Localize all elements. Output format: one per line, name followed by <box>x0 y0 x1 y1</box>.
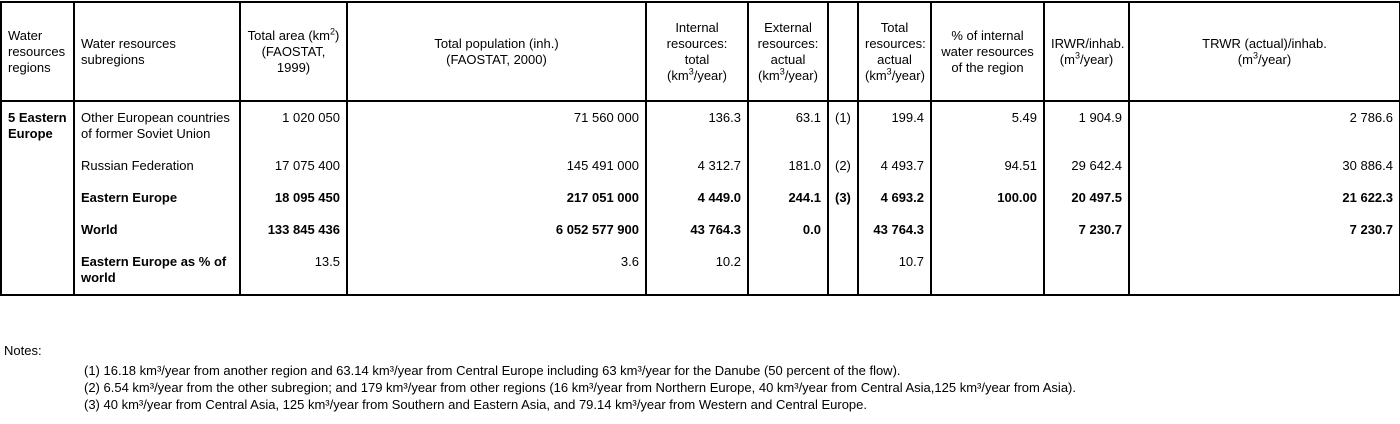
note-1: (1) 16.18 km³/year from another region a… <box>84 363 901 378</box>
header-trwr-per-inhab: TRWR (actual)/inhab. (m3/year) <box>1128 2 1400 101</box>
cell-trwr: 7 230.7 <box>1128 214 1400 246</box>
cell-area: 1 020 050 <box>239 101 348 150</box>
header-text: Total population (inh.) <box>434 35 559 51</box>
cell-trwr: 21 622.3 <box>1128 182 1400 214</box>
cell-pct: 94.51 <box>930 150 1045 182</box>
cell-sub: Russian Federation <box>73 150 241 182</box>
header-row: Water resources regions Water resources s… <box>0 2 1400 101</box>
cell-irwr: 1 904.9 <box>1043 101 1130 150</box>
header-text: IRWR/inhab. <box>1051 35 1125 51</box>
cell-internal: 43 764.3 <box>645 214 749 246</box>
table-row: Russian Federation 17 075 400 145 491 000 4… <box>1 150 1400 182</box>
cell-external <box>747 246 829 295</box>
cell-note <box>827 246 859 295</box>
cell-pct: 100.00 <box>930 182 1045 214</box>
cell-trwr <box>1128 246 1400 295</box>
table-row: 5 Eastern Europe Other European countries… <box>0 101 1400 295</box>
cell-sub: Eastern Europe as % of world <box>73 246 241 295</box>
cell-internal: 10.2 <box>645 246 749 295</box>
cell-pop: 6 052 577 900 <box>346 214 647 246</box>
cell-note: (3) <box>827 182 859 214</box>
header-external-resources: External resources: actual (km3/year) <box>747 2 829 101</box>
header-text: TRWR (actual)/inhab. <box>1202 35 1327 51</box>
cell-pct <box>930 214 1045 246</box>
cell-internal: 136.3 <box>645 101 749 150</box>
cell-total: 4 493.7 <box>857 150 932 182</box>
cell-area: 18 095 450 <box>239 182 348 214</box>
header-text: Water resources regions <box>8 27 66 75</box>
cell-pop: 217 051 000 <box>346 182 647 214</box>
cell-external: 181.0 <box>747 150 829 182</box>
cell-pct <box>930 246 1045 295</box>
header-text: Internal resources: total <box>666 19 728 67</box>
header-total-area: Total area (km2) (FAOSTAT, 1999) <box>239 2 348 101</box>
cell-trwr: 30 886.4 <box>1128 150 1400 182</box>
cell-sub: World <box>73 214 241 246</box>
table-row: Eastern Europe as % of world 13.5 3.6 10.2 1… <box>1 246 1400 295</box>
cell-external: 244.1 <box>747 182 829 214</box>
cell-irwr <box>1043 246 1130 295</box>
header-note <box>827 2 859 101</box>
cell-trwr: 2 786.6 <box>1128 101 1400 150</box>
table-body: 5 Eastern Europe Other European countries… <box>0 101 1400 295</box>
header-unit: (km3/year) <box>758 66 818 83</box>
header-internal-resources: Internal resources: total (km3/year) <box>645 2 749 101</box>
header-unit: (m3/year) <box>1059 50 1114 67</box>
cell-irwr: 29 642.4 <box>1043 150 1130 182</box>
header-total-resources: Total resources: actual (km3/year) <box>857 2 932 101</box>
cell-area: 17 075 400 <box>239 150 348 182</box>
cell-internal: 4 312.7 <box>645 150 749 182</box>
cell-total: 43 764.3 <box>857 214 932 246</box>
cell-pop: 71 560 000 <box>346 101 647 150</box>
table-row: World 133 845 436 6 052 577 900 43 764.3 0.0… <box>1 214 1400 246</box>
cell-sub: Other European countries of former Sovie… <box>73 101 241 150</box>
water-resources-table: Water resources regions Water resources s… <box>0 1 1400 296</box>
cell-pop: 3.6 <box>346 246 647 295</box>
table-row: Eastern Europe 18 095 450 217 051 000 4 449… <box>1 182 1400 214</box>
header-unit: (m3/year) <box>1237 50 1292 67</box>
cell-pop: 145 491 000 <box>346 150 647 182</box>
notes-list: (1) 16.18 km³/year from another region a… <box>84 362 1076 413</box>
cell-area: 133 845 436 <box>239 214 348 246</box>
header-unit: (km3/year) <box>667 66 727 83</box>
note-2: (2) 6.54 km³/year from the other subregi… <box>84 380 1076 395</box>
cell-total: 199.4 <box>857 101 932 150</box>
notes-label: Notes: <box>4 343 42 358</box>
header-source: (FAOSTAT, 2000) <box>446 51 547 67</box>
cell-area: 13.5 <box>239 246 348 295</box>
cell-note: (2) <box>827 150 859 182</box>
cell-note <box>827 214 859 246</box>
header-region: Water resources regions <box>0 2 75 101</box>
header-text: Total resources: actual <box>865 19 926 67</box>
cell-external: 0.0 <box>747 214 829 246</box>
header-text: % of internal water resources of the reg… <box>941 27 1034 75</box>
cell-sub: Eastern Europe <box>73 182 241 214</box>
cell-irwr: 20 497.5 <box>1043 182 1130 214</box>
cell-total: 10.7 <box>857 246 932 295</box>
cell-external: 63.1 <box>747 101 829 150</box>
cell-internal: 4 449.0 <box>645 182 749 214</box>
region-cell: 5 Eastern Europe <box>0 101 75 295</box>
header-source: (FAOSTAT, 1999) <box>261 43 326 75</box>
header-subregion: Water resources subregions <box>73 2 241 101</box>
header-irwr-per-inhab: IRWR/inhab. (m3/year) <box>1043 2 1130 101</box>
header-text: Water resources subregions <box>81 35 176 67</box>
note-3: (3) 40 km³/year from Central Asia, 125 k… <box>84 397 867 412</box>
header-text: Total area (km <box>247 27 330 43</box>
header-unit: (km3/year) <box>865 66 925 83</box>
header-pct-internal: % of internal water resources of the reg… <box>930 2 1045 101</box>
header-total-population: Total population (inh.) (FAOSTAT, 2000) <box>346 2 647 101</box>
cell-pct: 5.49 <box>930 101 1045 150</box>
header-text: External resources: actual <box>757 19 819 67</box>
cell-total: 4 693.2 <box>857 182 932 214</box>
cell-irwr: 7 230.7 <box>1043 214 1130 246</box>
cell-note: (1) <box>827 101 859 150</box>
